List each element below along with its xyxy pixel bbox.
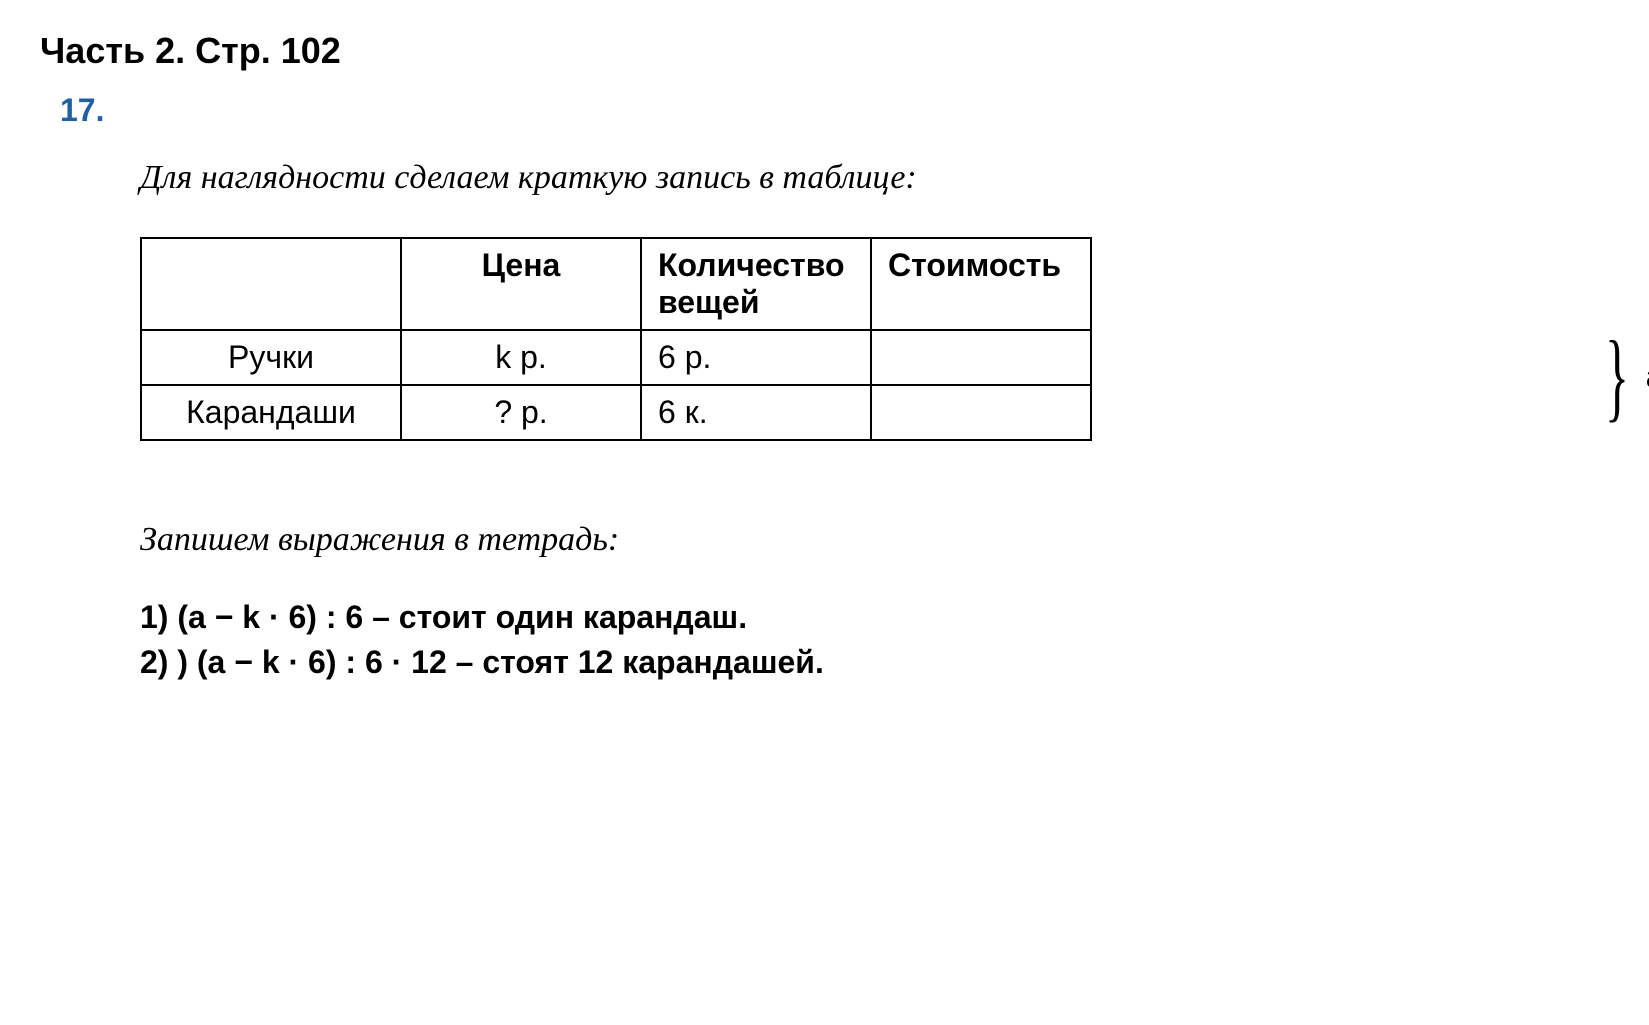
table-cell-item1: Ручки (141, 330, 401, 385)
table-header-price: Цена (401, 238, 641, 330)
table-cell-qty2: 6 к. (641, 385, 871, 440)
table-cell-qty1: 6 р. (641, 330, 871, 385)
expression-1: 1) (a − k · 6) : 6 – стоит один карандаш… (140, 599, 1609, 636)
problem-number: 17. (60, 92, 1609, 129)
data-table: Цена Количество вещей Стоимость Ручки k … (140, 237, 1092, 441)
table-row: Карандаши ? р. 6 к. (141, 385, 1091, 440)
intro-text: Для наглядности сделаем краткую запись в… (140, 159, 1609, 197)
table-header-cost: Стоимость (871, 238, 1091, 330)
table-header-quantity: Количество вещей (641, 238, 871, 330)
table-cell-price2: ? р. (401, 385, 641, 440)
second-intro-text: Запишем выражения в тетрадь: (140, 521, 1609, 559)
table-container: Цена Количество вещей Стоимость Ручки k … (140, 237, 1609, 441)
page-header: Часть 2. Стр. 102 (40, 30, 1609, 72)
bracket-container: } a р. (1593, 321, 1649, 431)
table-header-empty (141, 238, 401, 330)
table-cell-cost1 (871, 330, 1091, 385)
curly-bracket-icon: } (1605, 351, 1629, 401)
table-cell-cost2 (871, 385, 1091, 440)
expression-2: 2) ) (a − k · 6) : 6 · 12 – стоят 12 кар… (140, 644, 1609, 681)
table-cell-item2: Карандаши (141, 385, 401, 440)
table-cell-price1: k р. (401, 330, 641, 385)
table-header-row: Цена Количество вещей Стоимость (141, 238, 1091, 330)
bracket-label: a р. (1646, 358, 1649, 395)
table-row: Ручки k р. 6 р. (141, 330, 1091, 385)
